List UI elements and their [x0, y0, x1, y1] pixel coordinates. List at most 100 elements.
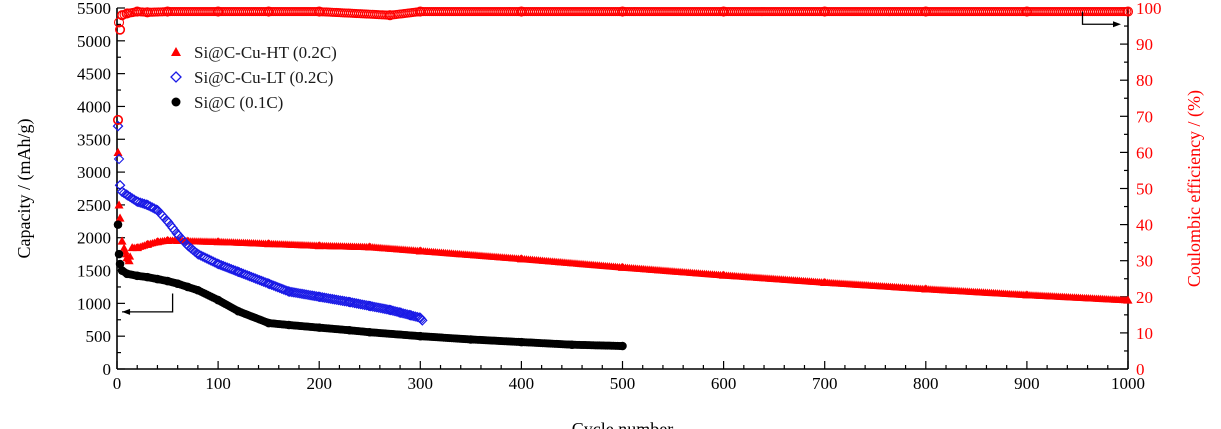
diamond-marker	[327, 293, 338, 305]
key-data-point	[384, 304, 396, 316]
y-right-tick-label: 20	[1136, 288, 1153, 307]
data-point	[373, 302, 385, 314]
diamond-marker	[329, 294, 340, 305]
diamond-marker	[300, 289, 312, 300]
key-data-point	[1022, 290, 1032, 299]
data-point	[369, 301, 381, 313]
diamond-marker	[314, 291, 326, 303]
data-point	[316, 292, 328, 303]
diamond-marker	[331, 294, 342, 306]
data-point	[337, 295, 348, 307]
right-axis-arrow	[1081, 11, 1113, 25]
data-point	[357, 299, 368, 310]
data-point	[312, 291, 324, 302]
legend-item: Si@C-Cu-HT (0.2C)	[171, 43, 337, 62]
x-tick-label: 300	[408, 374, 434, 393]
data-point	[284, 286, 296, 298]
series-coulombic-efficiency	[113, 7, 1132, 125]
legend-marker	[171, 97, 181, 107]
diamond-marker	[286, 286, 298, 298]
key-data-point	[142, 239, 152, 248]
key-data-point	[264, 318, 273, 328]
key-data-point	[618, 341, 627, 351]
key-data-point	[314, 6, 325, 17]
series-si-c-cu-lt-0-2c	[112, 120, 427, 325]
left-arrow-head	[122, 308, 131, 315]
key-data-point	[394, 307, 406, 318]
key-data-point	[1123, 295, 1133, 304]
key-data-point	[263, 6, 274, 17]
diamond-marker	[312, 291, 324, 302]
legend-label: Si@C-Cu-LT (0.2C)	[194, 68, 333, 87]
diamond-marker	[296, 288, 308, 300]
data-point	[298, 288, 310, 300]
x-tick-label: 600	[711, 374, 737, 393]
key-data-point	[283, 286, 295, 297]
diamond-marker	[375, 302, 387, 314]
left-axis-arrow	[122, 293, 174, 313]
key-data-point	[121, 189, 133, 201]
key-data-point	[142, 7, 153, 18]
data-point	[310, 290, 322, 302]
key-data-point	[152, 204, 163, 216]
data-point	[302, 289, 314, 301]
key-data-point	[314, 323, 324, 332]
data-point	[327, 293, 338, 305]
key-data-point	[114, 24, 126, 35]
key-data-point	[113, 153, 125, 165]
key-data-point	[617, 6, 628, 17]
diamond-marker	[335, 295, 346, 306]
y-right-axis-title: Coulombic efficiency / (%)	[1184, 90, 1205, 287]
data-point	[353, 298, 364, 310]
key-data-point	[153, 274, 162, 284]
diamond-marker	[304, 289, 316, 301]
data-point	[325, 293, 336, 305]
data-point	[331, 294, 342, 306]
legend-item: Si@C (0.1C)	[171, 93, 283, 112]
key-data-point	[417, 315, 428, 326]
key-data-point	[115, 259, 125, 269]
key-data-point	[264, 239, 274, 248]
diamond-marker	[325, 293, 336, 305]
key-data-point	[314, 241, 324, 250]
legend-item: Si@C-Cu-LT (0.2C)	[170, 68, 333, 87]
key-data-point	[567, 340, 577, 349]
diamond-marker	[373, 302, 385, 314]
key-data-point	[143, 272, 152, 282]
diamond-marker	[347, 297, 358, 308]
key-data-point	[113, 17, 125, 28]
diamond-marker	[369, 301, 381, 313]
x-tick-label: 100	[205, 374, 231, 393]
y-left-tick-label: 1500	[77, 262, 111, 281]
data-point	[355, 298, 366, 310]
diamond-marker	[383, 304, 395, 316]
y-right-tick-label: 60	[1136, 143, 1153, 162]
y-left-tick-label: 5500	[77, 0, 111, 18]
data-point	[294, 288, 306, 299]
diamond-marker	[397, 308, 409, 319]
diamond-marker	[361, 300, 372, 311]
key-data-point	[344, 296, 355, 308]
key-data-point	[163, 235, 173, 244]
key-data-point	[618, 262, 627, 271]
key-data-point	[122, 8, 133, 19]
key-data-point	[284, 320, 294, 330]
data-point	[361, 300, 372, 311]
key-data-point	[131, 196, 143, 207]
y-left-tick-label: 2500	[77, 196, 111, 215]
y-right-tick-label: 90	[1136, 35, 1153, 54]
key-data-point	[234, 306, 243, 316]
diamond-marker	[288, 287, 300, 298]
key-data-point	[192, 248, 204, 260]
data-point	[375, 302, 387, 314]
diamond-marker	[387, 305, 399, 316]
key-data-point	[416, 331, 425, 341]
key-data-point	[114, 249, 124, 259]
y-left-tick-label: 3000	[77, 163, 111, 182]
diamond-marker	[316, 292, 328, 303]
y-left-tick-label: 5000	[77, 32, 111, 51]
legend: Si@C-Cu-HT (0.2C) Si@C-Cu-LT (0.2C) Si@C (…	[170, 43, 337, 112]
data-point	[381, 304, 393, 315]
data-point	[343, 296, 354, 308]
